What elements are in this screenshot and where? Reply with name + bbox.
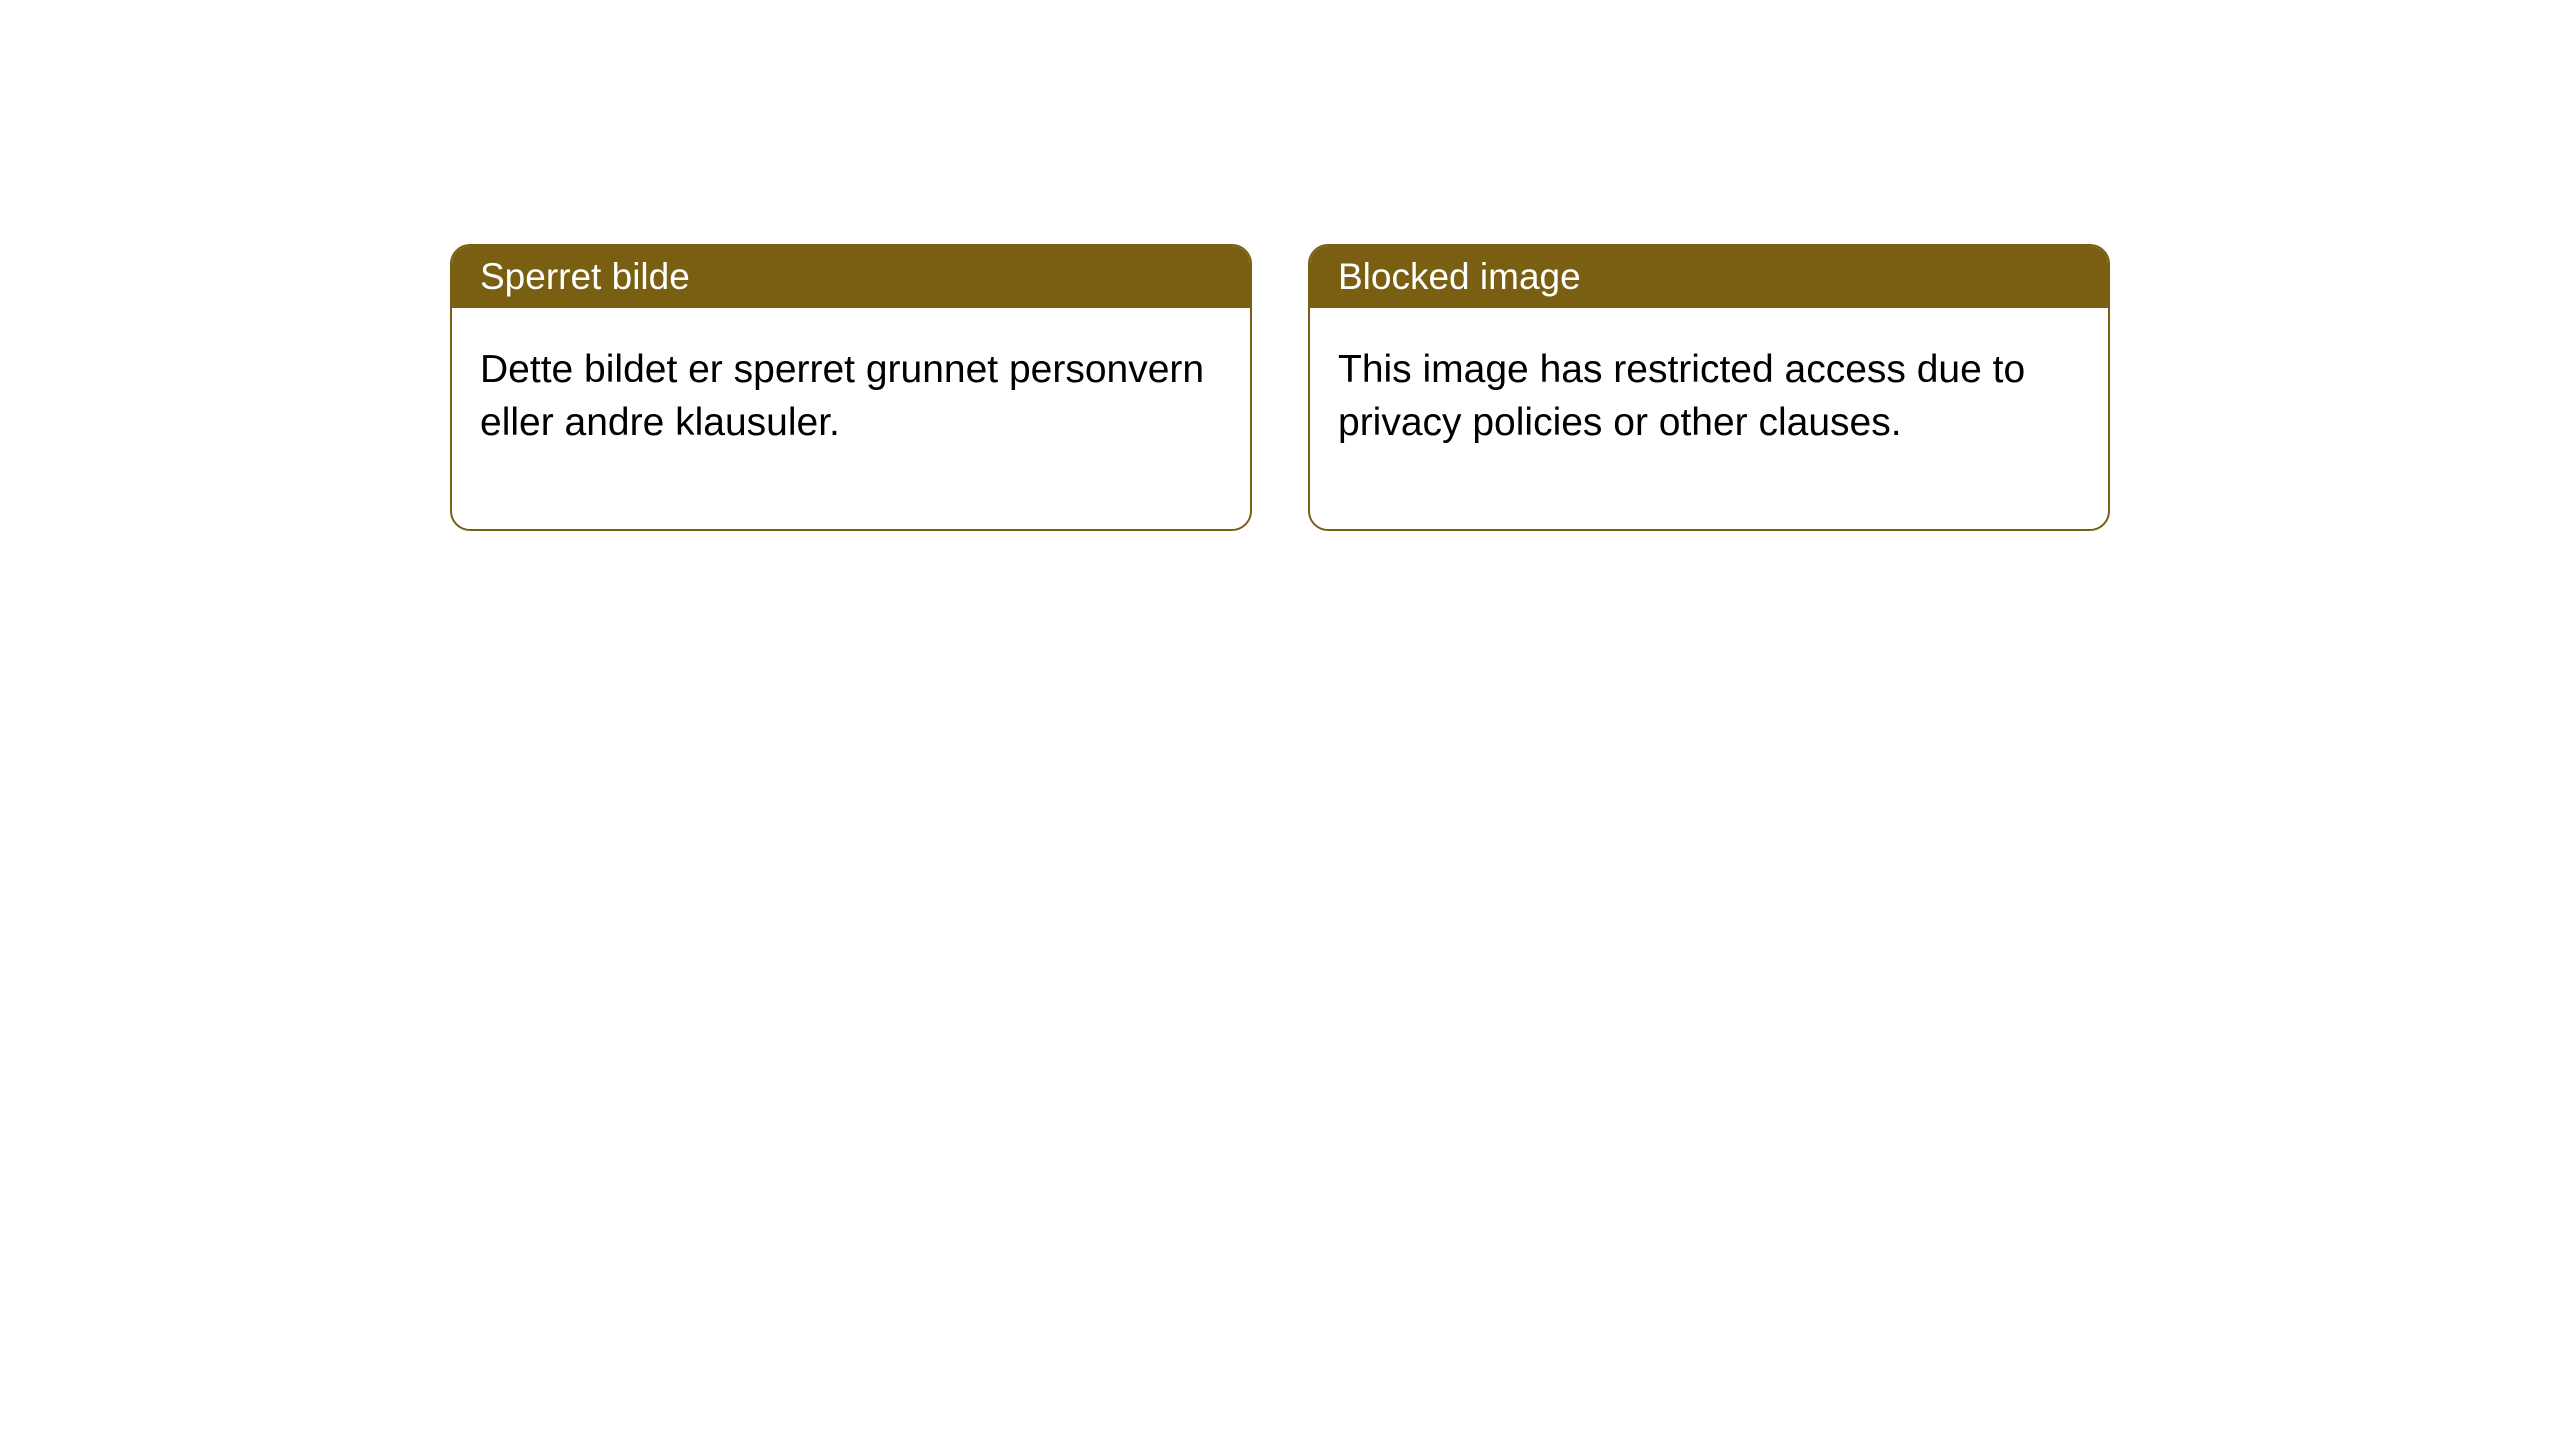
card-header-en: Blocked image <box>1310 246 2108 308</box>
cards-container: Sperret bilde Dette bildet er sperret gr… <box>450 244 2110 531</box>
blocked-image-card-en: Blocked image This image has restricted … <box>1308 244 2110 531</box>
card-header-no: Sperret bilde <box>452 246 1250 308</box>
card-body-en: This image has restricted access due to … <box>1310 308 2108 529</box>
blocked-image-card-no: Sperret bilde Dette bildet er sperret gr… <box>450 244 1252 531</box>
card-header-text-no: Sperret bilde <box>480 256 690 297</box>
card-body-text-no: Dette bildet er sperret grunnet personve… <box>480 348 1204 444</box>
card-header-text-en: Blocked image <box>1338 256 1581 297</box>
card-body-no: Dette bildet er sperret grunnet personve… <box>452 308 1250 529</box>
card-body-text-en: This image has restricted access due to … <box>1338 348 2025 444</box>
